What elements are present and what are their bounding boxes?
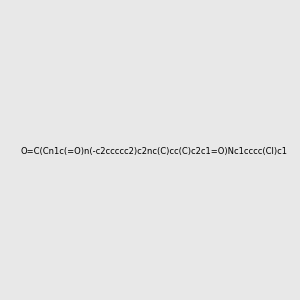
Text: O=C(Cn1c(=O)n(-c2ccccc2)c2nc(C)cc(C)c2c1=O)Nc1cccc(Cl)c1: O=C(Cn1c(=O)n(-c2ccccc2)c2nc(C)cc(C)c2c1…	[20, 147, 287, 156]
